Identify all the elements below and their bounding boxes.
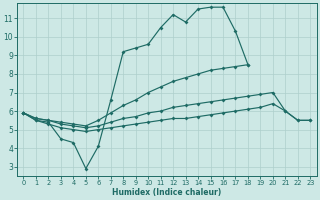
X-axis label: Humidex (Indice chaleur): Humidex (Indice chaleur)	[112, 188, 221, 197]
